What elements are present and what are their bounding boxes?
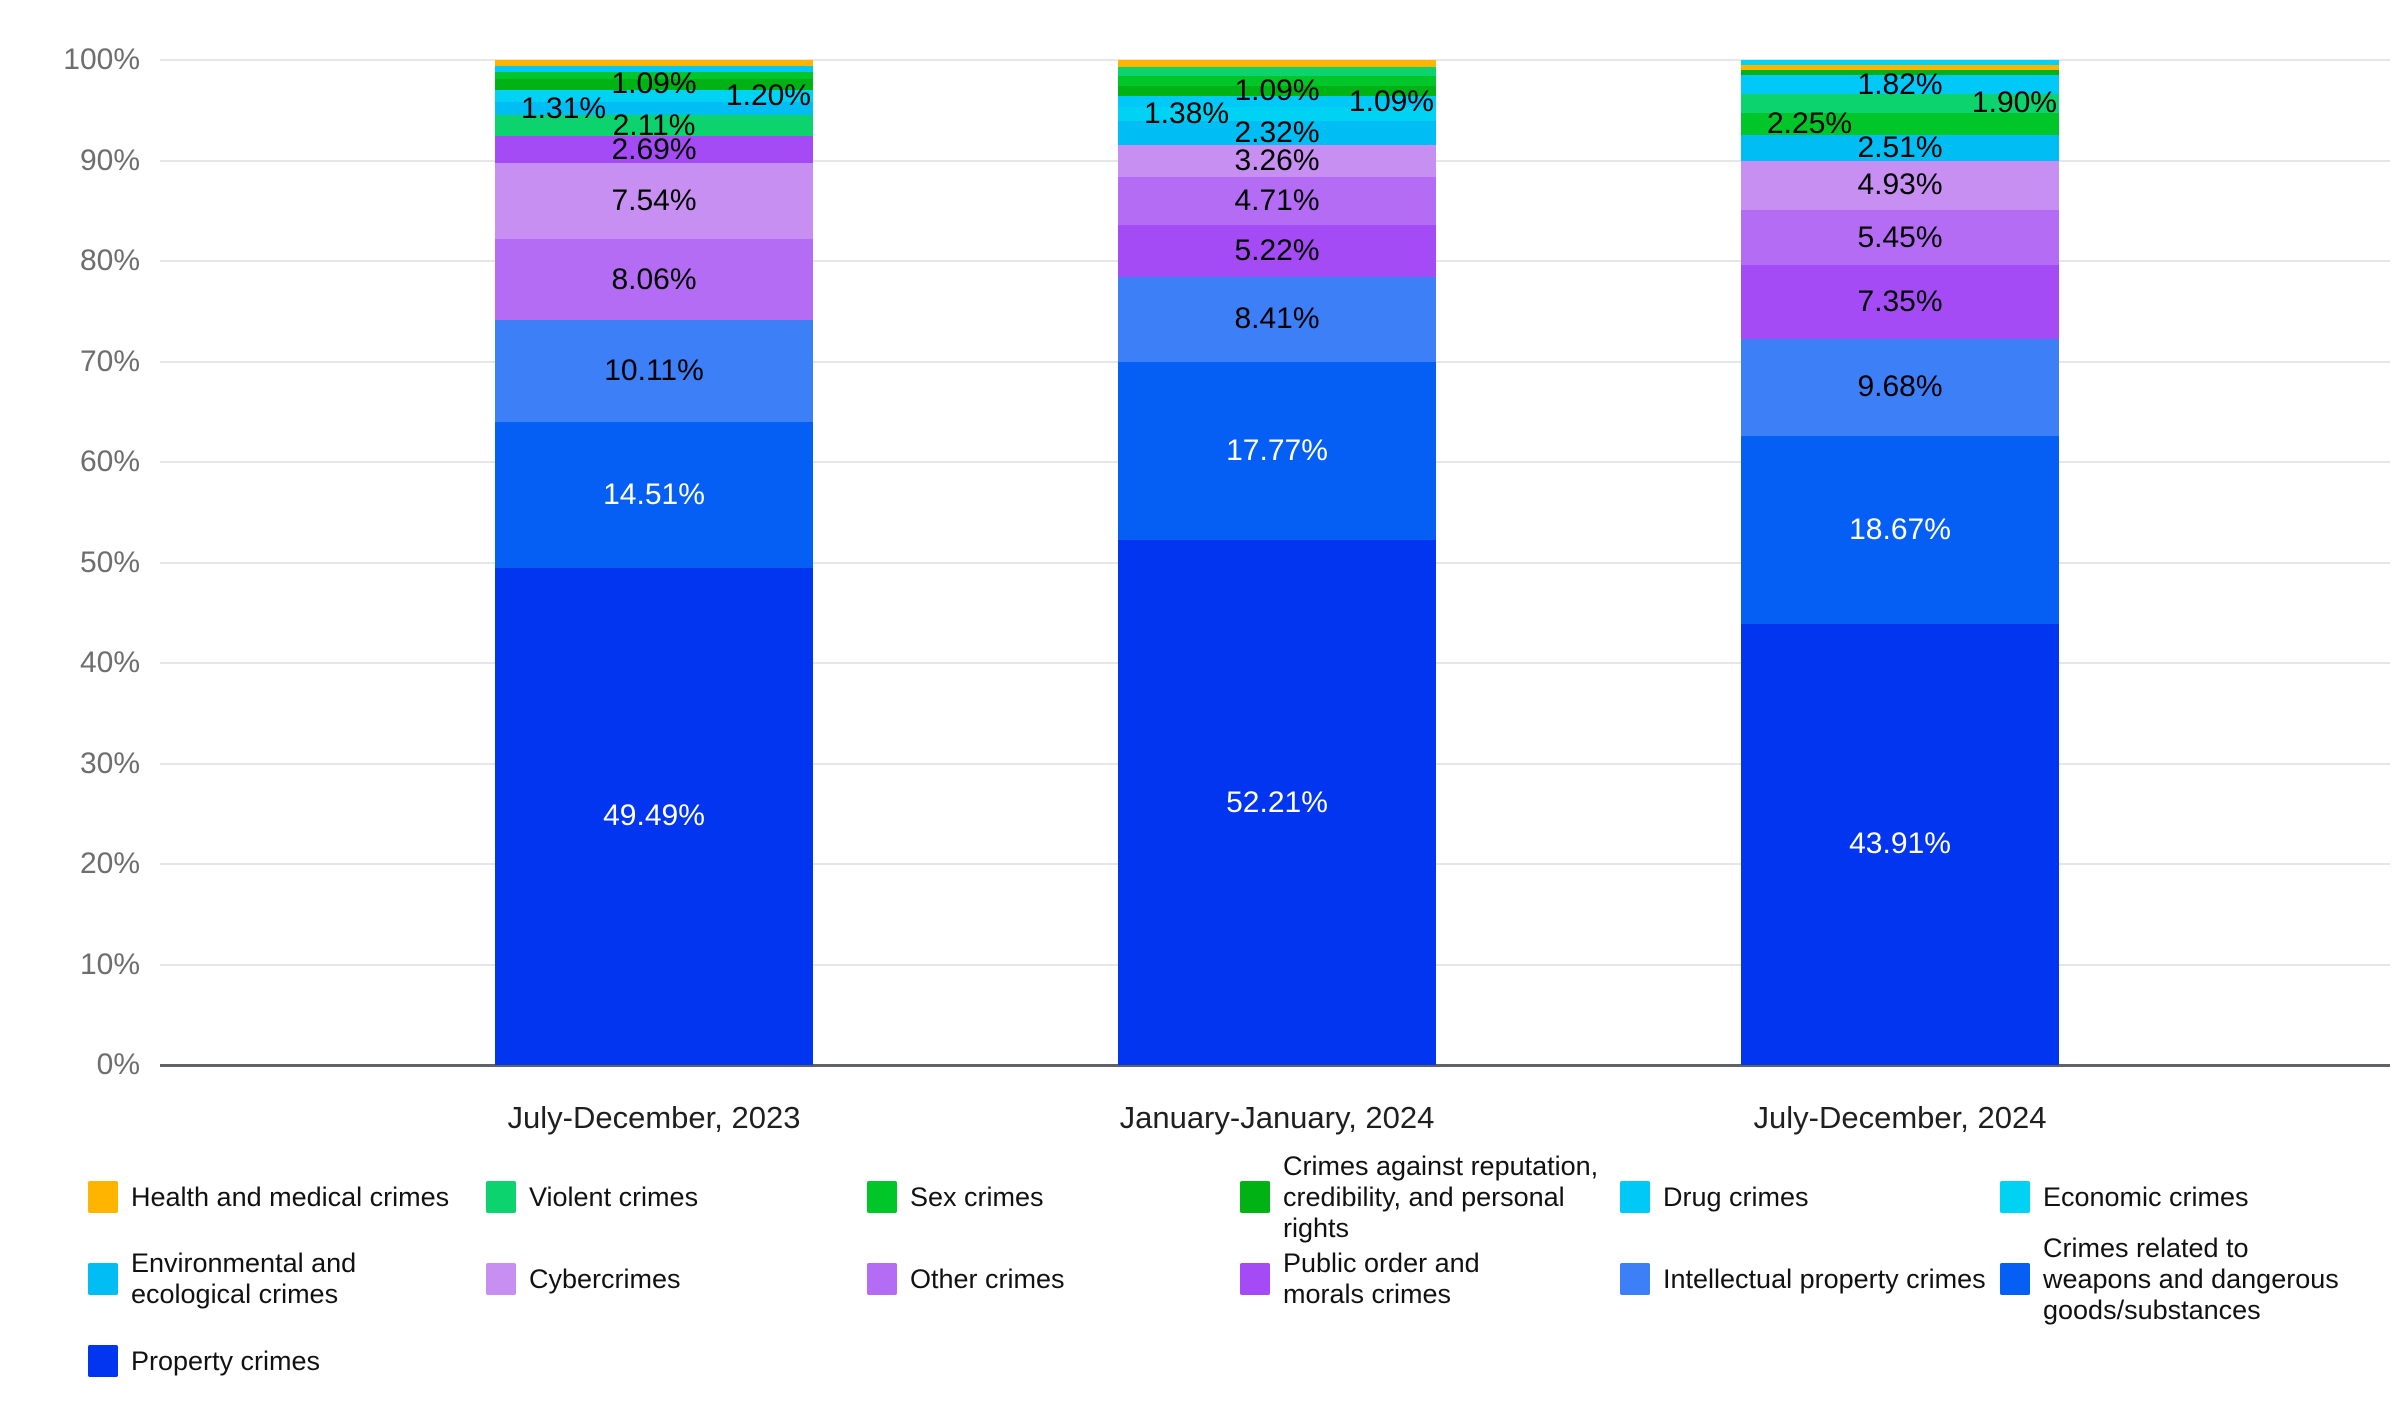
legend-swatch-icon: [486, 1181, 516, 1213]
legend-swatch-icon: [1240, 1263, 1270, 1295]
bar-segment[interactable]: [1118, 144, 1436, 178]
y-tick-label: 50%: [79, 545, 140, 579]
bar-segment[interactable]: [1741, 160, 2059, 211]
legend-label: Drug crimes: [1663, 1181, 1809, 1212]
y-tick-label: 0%: [96, 1048, 140, 1081]
bar-segment[interactable]: [495, 239, 813, 321]
bar-segment[interactable]: [1741, 60, 2059, 66]
bar-segment[interactable]: [495, 163, 813, 240]
legend-label: Environmental and ecological crimes: [131, 1248, 357, 1309]
bar-segment[interactable]: [1741, 264, 2059, 339]
x-tick-label: January-January, 2024: [1119, 1100, 1435, 1135]
legend-item[interactable]: Sex crimes: [867, 1181, 1240, 1213]
bar-segment[interactable]: [1741, 75, 2059, 94]
legend-swatch-icon: [88, 1181, 118, 1213]
bar-segment[interactable]: [1741, 70, 2059, 76]
bar-segment[interactable]: [495, 89, 813, 102]
plot-area: 0% 10% 20% 30% 40% 50% 60% 70% 80% 90% 100% 1.09% 1.…: [63, 43, 2390, 1135]
bar-segment[interactable]: [1741, 623, 2059, 1065]
legend-swatch-icon: [88, 1263, 118, 1295]
legend-item[interactable]: Violent crimes: [486, 1181, 867, 1213]
legend-label: Sex crimes: [910, 1181, 1044, 1212]
bar-segment[interactable]: [495, 320, 813, 422]
legend-item[interactable]: Property crimes: [88, 1345, 486, 1377]
legend-item[interactable]: Economic crimes: [2000, 1181, 2398, 1213]
x-axis-line: [160, 1064, 2390, 1067]
legend-item[interactable]: Crimes against reputation, credibility, …: [1240, 1151, 1620, 1244]
legend-label: Public order and morals crimes: [1283, 1248, 1480, 1309]
bar-segment[interactable]: [1118, 121, 1436, 145]
legend-item[interactable]: Health and medical crimes: [88, 1181, 486, 1213]
legend-swatch-icon: [88, 1345, 118, 1377]
x-tick-label: July-December, 2024: [1753, 1100, 2047, 1135]
y-tick-label: 70%: [79, 344, 140, 378]
legend-swatch-icon: [2000, 1181, 2030, 1213]
bar-segment[interactable]: [1118, 96, 1436, 108]
legend-swatch-icon: [867, 1181, 897, 1213]
bar-segment[interactable]: [495, 101, 813, 116]
legend-swatch-icon: [1240, 1181, 1270, 1213]
bar-group: [1118, 60, 1436, 1065]
bar-segment[interactable]: [1118, 224, 1436, 278]
legend-item[interactable]: Intellectual property crimes: [1620, 1263, 2000, 1295]
legend-swatch-icon: [2000, 1263, 2030, 1295]
bar-segment[interactable]: [1118, 361, 1436, 541]
legend-item[interactable]: Environmental and ecological crimes: [88, 1248, 486, 1310]
legend-item[interactable]: Drug crimes: [1620, 1181, 2000, 1213]
legend-label: Violent crimes: [529, 1181, 699, 1212]
y-tick-label: 40%: [79, 646, 140, 679]
legend-swatch-icon: [1620, 1181, 1650, 1213]
bar-segment[interactable]: [1741, 338, 2059, 436]
legend-swatch-icon: [486, 1263, 516, 1295]
legend: Health and medical crimes Violent crimes S…: [88, 1151, 2398, 1402]
bar-segment[interactable]: [495, 72, 813, 79]
bar-segment[interactable]: [1118, 60, 1436, 68]
bar-segment[interactable]: [1741, 112, 2059, 136]
bar-segment[interactable]: [495, 136, 813, 164]
legend-item[interactable]: Other crimes: [867, 1263, 1240, 1295]
legend-item[interactable]: Cybercrimes: [486, 1263, 867, 1295]
legend-label: Intellectual property crimes: [1663, 1263, 1986, 1294]
legend-label: Property crimes: [131, 1345, 321, 1376]
bar-segment[interactable]: [495, 60, 813, 67]
y-tick-label: 20%: [79, 847, 140, 880]
bar-group: [495, 60, 813, 1065]
bar-segment[interactable]: [1118, 76, 1436, 86]
bar-segment[interactable]: [1118, 177, 1436, 225]
legend-swatch-icon: [1620, 1263, 1650, 1295]
legend-label: Cybercrimes: [529, 1263, 681, 1294]
y-tick-label: 60%: [79, 445, 140, 478]
bar-segment[interactable]: [1741, 65, 2059, 71]
legend-swatch-icon: [867, 1263, 897, 1295]
bar-segment[interactable]: [495, 115, 813, 137]
bar-segment[interactable]: [1118, 540, 1436, 1065]
bar-segment[interactable]: [1741, 93, 2059, 113]
bar-segment[interactable]: [495, 78, 813, 90]
bar-group: [1741, 60, 2059, 1065]
legend-label: Crimes related to weapons and dangerous …: [2043, 1232, 2339, 1325]
legend-label: Other crimes: [910, 1263, 1065, 1294]
bar-segment[interactable]: [1741, 210, 2059, 265]
legend-item[interactable]: Crimes related to weapons and dangerous …: [2000, 1233, 2398, 1326]
legend-label: Health and medical crimes: [131, 1181, 450, 1212]
bar-segment[interactable]: [1118, 67, 1436, 77]
legend-label: Crimes against reputation, credibility, …: [1283, 1150, 1599, 1243]
bar-segment[interactable]: [1118, 85, 1436, 97]
legend-item[interactable]: Public order and morals crimes: [1240, 1248, 1620, 1310]
bar-segment[interactable]: [1741, 135, 2059, 161]
y-tick-label: 80%: [79, 244, 140, 277]
bar-segment[interactable]: [495, 66, 813, 73]
x-tick-label: July-December, 2023: [507, 1100, 801, 1135]
bar-segment[interactable]: [1118, 277, 1436, 362]
legend-label: Economic crimes: [2043, 1181, 2249, 1212]
bar-segment[interactable]: [495, 567, 813, 1065]
y-tick-label: 30%: [79, 746, 140, 780]
bar-segment[interactable]: [1741, 436, 2059, 624]
bar-segment[interactable]: [1118, 107, 1436, 122]
y-tick-label: 90%: [79, 143, 140, 177]
y-tick-label: 100%: [63, 43, 140, 76]
bar-segment[interactable]: [495, 421, 813, 568]
y-tick-label: 10%: [79, 947, 140, 981]
